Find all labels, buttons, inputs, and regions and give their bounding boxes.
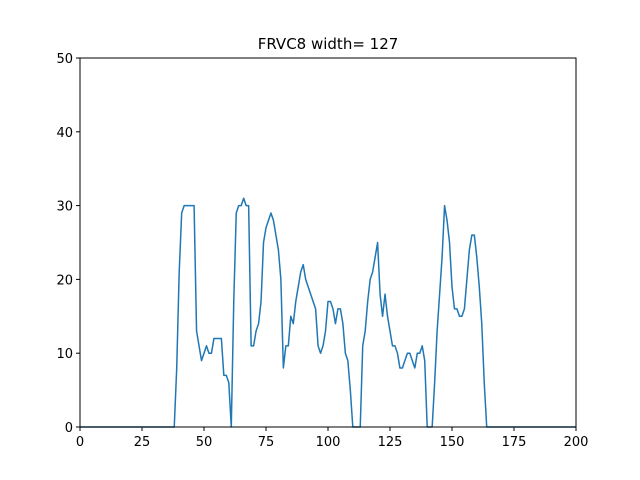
chart-title: FRVC8 width= 127 [258,35,399,53]
y-tick-label: 20 [56,273,73,288]
x-tick-label: 125 [378,435,403,450]
x-tick-label: 0 [76,435,84,450]
x-tick-label: 175 [502,435,527,450]
y-tick-label: 30 [56,200,73,215]
line [80,197,576,428]
x-tick-label: 50 [196,435,213,450]
y-tick-label: 50 [56,52,73,67]
x-tick-label: 200 [564,435,589,450]
y-tick-label: 10 [56,347,73,362]
x-tick-label: 150 [440,435,465,450]
plot-frame [79,57,577,428]
x-tick-label: 100 [316,435,341,450]
y-tick-label: 40 [56,126,73,141]
x-tick-label: 25 [134,435,151,450]
y-tick-label: 0 [65,421,73,436]
x-tick-label: 75 [258,435,275,450]
